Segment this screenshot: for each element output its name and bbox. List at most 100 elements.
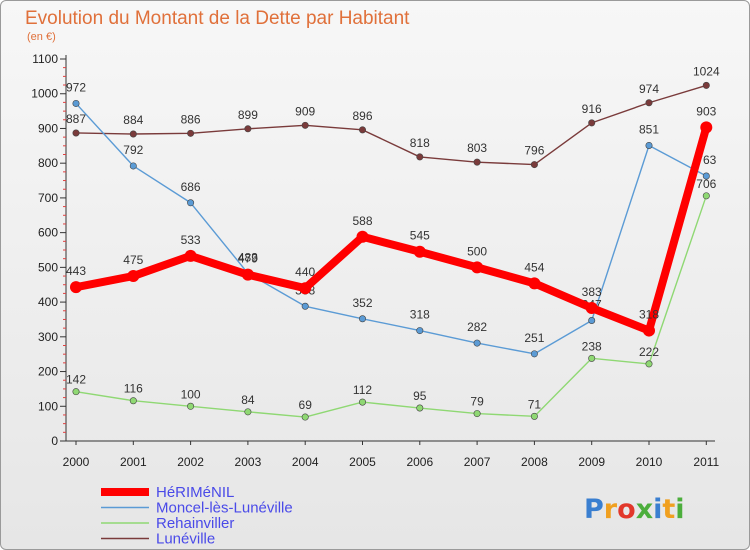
data-label: 545 — [410, 229, 430, 243]
x-tick-label: 2000 — [63, 455, 90, 469]
data-label: 896 — [352, 109, 372, 123]
data-label: 318 — [639, 308, 659, 322]
data-point — [127, 270, 140, 283]
data-label: 95 — [413, 389, 427, 403]
data-point — [301, 413, 309, 421]
data-point — [530, 412, 538, 420]
data-label: 282 — [467, 320, 487, 334]
x-tick-label: 2009 — [578, 455, 605, 469]
y-tick-label: 200 — [38, 365, 58, 379]
series-0: 443 475 533 479 440 588 545 500 454 383 318 903 — [66, 104, 717, 337]
data-point — [702, 192, 710, 200]
brand-logo: Proxiti — [584, 494, 685, 525]
data-label: 686 — [181, 180, 201, 194]
data-label: 251 — [524, 331, 544, 345]
data-label: 974 — [639, 82, 659, 96]
chart-title: Evolution du Montant de la Dette par Hab… — [25, 8, 410, 29]
data-point — [70, 281, 82, 294]
data-point — [473, 158, 481, 166]
data-point — [358, 315, 366, 323]
y-tick-label: 0 — [51, 434, 58, 448]
legend-label: Moncel-lès-Lunéville — [156, 500, 293, 517]
y-tick-label: 1000 — [31, 87, 58, 101]
data-point — [184, 249, 197, 262]
x-tick-label: 2011 — [693, 455, 719, 469]
data-label: 238 — [582, 339, 602, 353]
data-point — [244, 408, 252, 416]
series-line — [75, 102, 707, 355]
data-point — [702, 172, 710, 180]
data-point — [645, 141, 653, 149]
data-label: 352 — [352, 296, 372, 310]
x-tick-label: 2007 — [464, 455, 491, 469]
data-label: 84 — [241, 393, 255, 407]
x-tick-label: 2005 — [349, 455, 376, 469]
data-label: 903 — [696, 104, 716, 118]
data-point — [585, 301, 598, 314]
brand-letter: i — [653, 494, 662, 525]
series-line — [75, 195, 707, 418]
data-label: 483 — [238, 250, 258, 264]
data-point — [72, 388, 80, 396]
legend-label: Rehainviller — [156, 515, 234, 532]
y-tick-label: 500 — [38, 260, 58, 274]
axes: 0 100 200 300 400 500 600 700 800 900 1000 1100 2000… — [31, 52, 719, 469]
data-label: 899 — [238, 108, 258, 122]
y-tick-label: 900 — [38, 121, 58, 135]
data-label: 884 — [123, 113, 143, 127]
data-label: 69 — [299, 398, 313, 412]
data-label: 318 — [410, 308, 430, 322]
data-point — [530, 161, 538, 169]
data-label: 79 — [470, 395, 484, 409]
y-tick-label: 600 — [38, 226, 58, 240]
data-point — [588, 354, 596, 362]
legend-label: HéRIMéNIL — [156, 484, 234, 501]
data-point — [187, 402, 195, 410]
data-point — [645, 99, 653, 107]
data-label: 887 — [66, 112, 86, 126]
data-point — [187, 199, 195, 207]
data-label: 706 — [696, 177, 716, 191]
series-line — [75, 84, 707, 166]
data-point — [416, 153, 424, 161]
data-label: 479 — [238, 252, 258, 266]
series-2: 142 116 100 84 69 112 95 79 71 238 222 706 — [66, 177, 717, 421]
data-label: 500 — [467, 244, 487, 258]
brand-letter: o — [617, 494, 636, 525]
data-point — [358, 126, 366, 134]
data-label: 383 — [582, 285, 602, 299]
data-label: 909 — [295, 104, 315, 118]
data-point — [702, 81, 710, 89]
data-label: 533 — [181, 233, 201, 247]
brand-letter: t — [662, 494, 675, 525]
y-tick-label: 800 — [38, 156, 58, 170]
data-point — [241, 268, 254, 281]
data-point — [187, 129, 195, 137]
legend: HéRIMéNILMoncel-lès-LunévilleRehainville… — [101, 484, 293, 548]
data-point — [530, 350, 538, 358]
data-label: 916 — [582, 102, 602, 116]
data-point — [645, 360, 653, 368]
data-label: 792 — [123, 143, 143, 157]
brand-letter: P — [584, 494, 604, 525]
legend-label: Lunéville — [156, 531, 215, 548]
data-point — [413, 245, 426, 258]
data-point — [301, 302, 309, 310]
x-tick-label: 2001 — [120, 455, 147, 469]
y-tick-label: 400 — [38, 295, 58, 309]
data-point — [244, 125, 252, 133]
data-point — [528, 277, 541, 290]
data-point — [588, 119, 596, 127]
data-point — [473, 410, 481, 418]
data-point — [700, 121, 713, 134]
data-label: 851 — [639, 122, 659, 136]
data-label: 588 — [352, 214, 372, 228]
series-1: 972792686483388352318282251347851763 — [66, 80, 717, 358]
data-label: 1024 — [693, 64, 720, 78]
data-label: 818 — [410, 136, 430, 150]
data-point — [473, 339, 481, 347]
data-point — [129, 130, 137, 138]
data-label: 803 — [467, 141, 487, 155]
x-tick-label: 2010 — [636, 455, 663, 469]
